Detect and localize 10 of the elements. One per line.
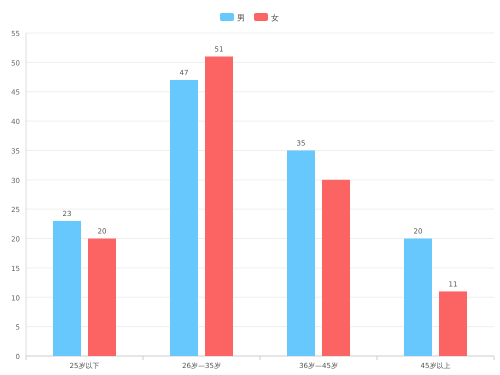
bar	[170, 80, 198, 356]
bar	[322, 180, 350, 356]
legend-label: 男	[237, 14, 245, 22]
bar	[439, 291, 467, 356]
bar	[205, 56, 233, 356]
bar	[287, 150, 315, 356]
legend-label: 女	[271, 14, 279, 22]
bar	[53, 220, 81, 356]
bar	[88, 238, 116, 356]
bar	[404, 238, 432, 356]
